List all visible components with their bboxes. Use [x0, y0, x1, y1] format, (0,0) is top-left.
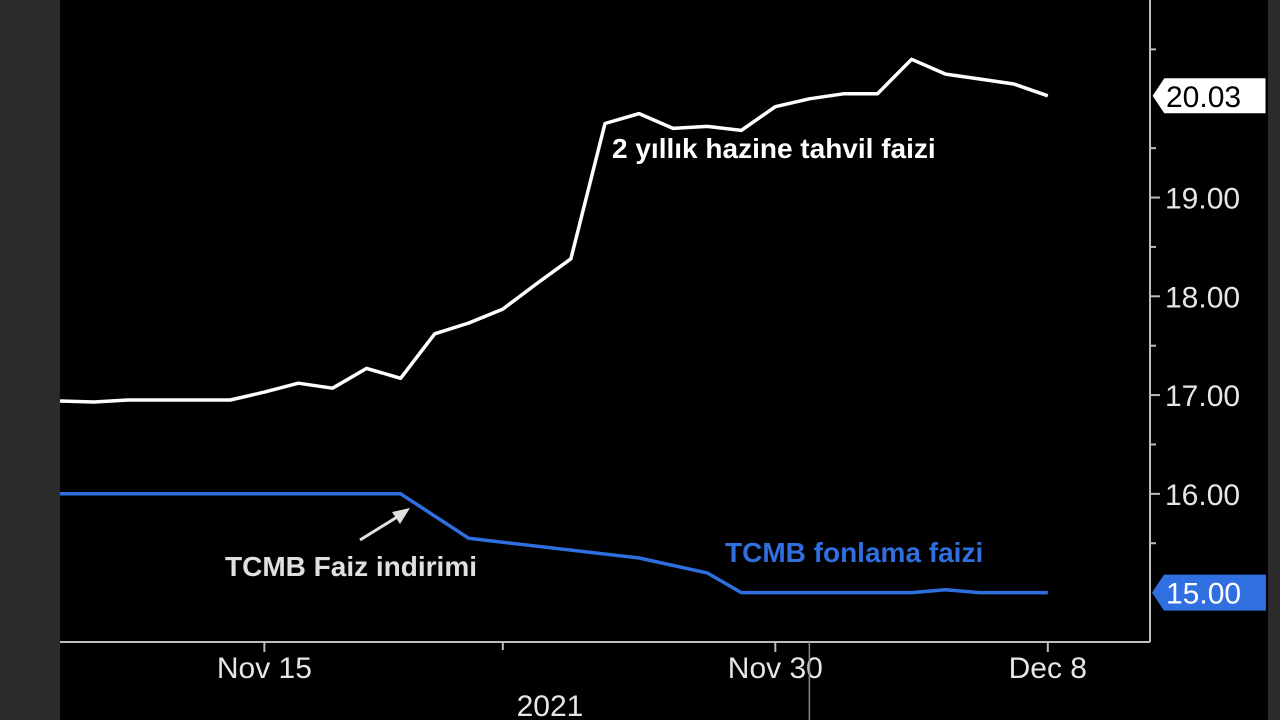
y-ticks: 17.00 18.00 19.00 16.00 — [1150, 48, 1240, 545]
annotation-treasury-yield: 2 yıllık hazine tahvil faizi — [612, 133, 936, 164]
left-frame — [0, 0, 60, 720]
x-tick-label: Nov 30 — [728, 652, 823, 685]
y-tick-label: 19.00 — [1165, 183, 1240, 216]
last-value-tag-cbrt: 15.00 — [1152, 574, 1266, 611]
last-value-tag-treasury: 20.03 — [1151, 77, 1267, 115]
x-ticks: Nov 15 Nov 30 Dec 8 — [217, 642, 1087, 720]
last-value-label-cbrt: 15.00 — [1166, 578, 1241, 611]
annotation-rate-cut: TCMB Faiz indirimi — [225, 551, 477, 582]
x-axis-year-label: 2021 — [517, 690, 584, 720]
y-tick-label: 16.00 — [1165, 479, 1240, 512]
x-tick-label: Nov 15 — [217, 652, 312, 685]
last-value-label-treasury: 20.03 — [1166, 81, 1241, 114]
y-tick-label: 18.00 — [1165, 281, 1240, 314]
series-line-cbrt-funding-rate — [60, 492, 1048, 595]
rate-cut-arrow — [359, 508, 410, 542]
x-tick-label: Dec 8 — [1009, 652, 1087, 685]
annotation-cbrt-funding-rate: TCMB fonlama faizi — [725, 537, 983, 568]
series-line-treasury-yield — [59, 57, 1049, 404]
y-tick-label: 17.00 — [1165, 380, 1240, 413]
right-frame — [1268, 0, 1280, 720]
